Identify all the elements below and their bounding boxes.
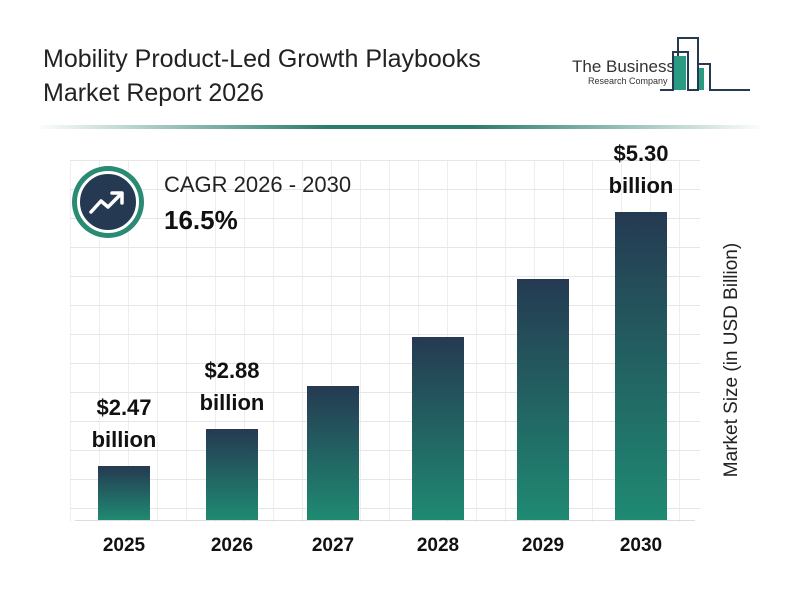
bar-2026 (206, 429, 258, 520)
header-divider (35, 125, 765, 129)
cagr-label: CAGR 2026 - 2030 (164, 172, 352, 197)
x-tick-label: 2025 (102, 535, 146, 556)
x-tick-label: 2029 (521, 535, 565, 556)
bar-2030 (615, 212, 667, 520)
title-line-2: Market Report 2026 (43, 79, 264, 107)
data-label: $2.47 billion (69, 392, 179, 456)
cagr-value: 16.5% (164, 205, 238, 235)
title-line-1: Mobility Product-Led Growth Playbooks (43, 45, 481, 73)
data-label-unit: billion (91, 427, 157, 452)
x-axis-line (75, 520, 695, 521)
x-tick-label: 2028 (416, 535, 460, 556)
data-label: $2.88 billion (177, 355, 287, 419)
data-label: $5.30 billion (586, 138, 696, 202)
page-title: Mobility Product-Led Growth Playbooks Ma… (43, 42, 543, 110)
data-label-value: $2.47 (96, 395, 152, 420)
chart-grid (70, 160, 700, 522)
data-label-value: $2.88 (204, 358, 260, 384)
data-label-unit: billion (199, 390, 265, 416)
bar-2029 (517, 279, 569, 520)
svg-text:The Business: The Business (572, 57, 675, 76)
company-logo: The Business Research Company (570, 34, 755, 94)
x-tick-label: 2030 (619, 535, 663, 556)
data-label-value: $5.30 (613, 141, 669, 166)
trending-up-icon (72, 166, 144, 238)
svg-text:Research Company: Research Company (588, 76, 668, 86)
x-tick-label: 2026 (210, 535, 254, 556)
y-axis-label: Market Size (in USD Billion) (721, 242, 742, 478)
bar-2027 (307, 386, 359, 520)
x-tick-label: 2027 (311, 535, 355, 556)
bar-2028 (412, 336, 464, 520)
data-label-unit: billion (608, 173, 674, 198)
bar-2025 (98, 466, 150, 520)
